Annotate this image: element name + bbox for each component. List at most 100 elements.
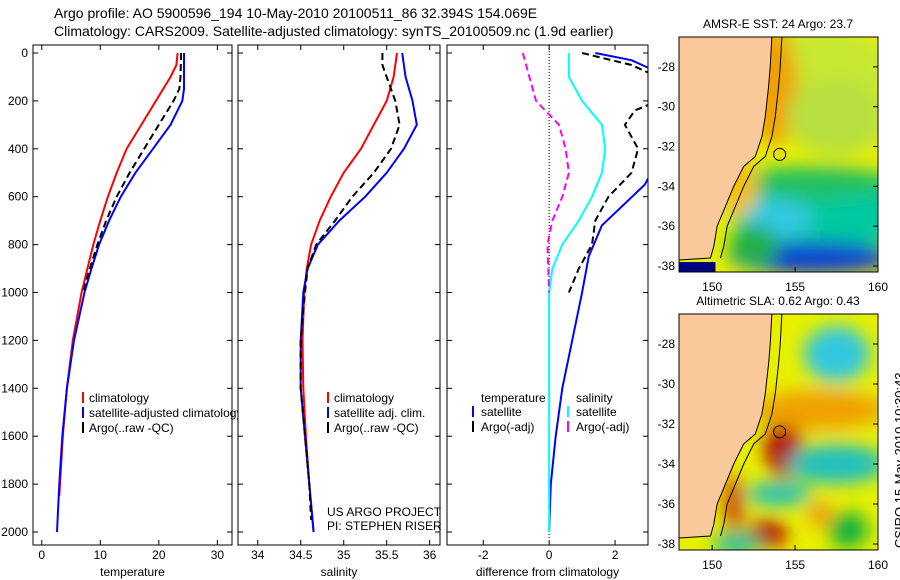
x-tick-label: 150 bbox=[702, 280, 722, 294]
x-tick-label: 0 bbox=[38, 548, 45, 562]
y-tick-label: 1000 bbox=[1, 286, 28, 300]
legend-label: climatology bbox=[334, 391, 394, 405]
y-tick-label: -34 bbox=[658, 179, 676, 193]
legend-label: satellite adj. clim. bbox=[334, 406, 425, 420]
y-tick-label: -30 bbox=[658, 377, 676, 391]
argo-position-marker bbox=[773, 425, 787, 439]
y-tick-label: -30 bbox=[658, 100, 676, 114]
y-tick-label: -36 bbox=[658, 497, 676, 511]
profile-panel-2: 34 34.5 35 35.5 36 salinity climatologysatelli… bbox=[237, 44, 442, 579]
bathymetry-contour bbox=[720, 314, 783, 537]
map-frame bbox=[678, 313, 879, 551]
y-tick-label: 1200 bbox=[1, 333, 28, 347]
series-line-climatology bbox=[301, 52, 398, 533]
field-blob bbox=[712, 532, 762, 550]
x-axis-label: temperature bbox=[100, 565, 165, 579]
y-tick-label: -38 bbox=[658, 537, 676, 551]
x-tick-label: 30 bbox=[211, 548, 225, 562]
series-line-argo-raw-qc- bbox=[81, 52, 183, 293]
x-tick-label: 34.5 bbox=[289, 548, 313, 562]
y-tick-label: 1800 bbox=[1, 477, 28, 491]
x-tick-label: 150 bbox=[702, 558, 722, 572]
bathymetry-contour bbox=[720, 37, 783, 259]
map-panel-1: AMSR-E SST: 24 Argo: 23.7 150 155 160 -28 -30… bbox=[658, 17, 889, 294]
legend-label: Argo(..raw -QC) bbox=[334, 421, 419, 435]
legend-label: Argo(-adj) bbox=[576, 420, 629, 434]
legend-label: satellite-adjusted climatology bbox=[89, 406, 242, 420]
y-tick-label: -34 bbox=[658, 457, 676, 471]
x-tick-label: -2 bbox=[478, 548, 489, 562]
x-tick-label: 20 bbox=[152, 548, 166, 562]
plot-frame bbox=[446, 44, 649, 546]
field-blob bbox=[808, 502, 832, 526]
legend-label: satellite bbox=[576, 405, 617, 419]
series-line-argo-raw-qc- bbox=[299, 53, 401, 521]
x-tick-label: 0 bbox=[546, 548, 553, 562]
x-axis-label: salinity bbox=[321, 565, 358, 579]
field-blobs bbox=[712, 326, 878, 550]
y-tick-label: 2000 bbox=[1, 525, 28, 539]
profile-panel-3: -2 0 2 difference from climatology temperatu… bbox=[446, 44, 649, 579]
legend-header: temperature bbox=[481, 391, 546, 405]
land-mass bbox=[679, 314, 773, 539]
x-tick-label: 10 bbox=[94, 548, 108, 562]
legend-header: salinity bbox=[576, 391, 613, 405]
profile-panel-1: 0 10 20 30 temperature 0 200 400 600 800 1000 1200 1… bbox=[1, 44, 242, 579]
x-tick-label: 34 bbox=[251, 548, 265, 562]
plot-frame bbox=[237, 44, 441, 546]
y-tick-label: 1600 bbox=[1, 429, 28, 443]
map-field bbox=[679, 314, 878, 550]
x-tick-label: 160 bbox=[868, 280, 888, 294]
y-tick-label: 400 bbox=[8, 142, 28, 156]
map-frame bbox=[678, 36, 879, 273]
y-tick-label: -32 bbox=[658, 417, 676, 431]
plot-frame bbox=[32, 44, 233, 546]
y-tick-label: -32 bbox=[658, 140, 676, 154]
field-blob bbox=[753, 390, 878, 430]
y-tick-label: 600 bbox=[8, 190, 28, 204]
legend-label: Argo(-adj) bbox=[481, 420, 534, 434]
x-tick-label: 155 bbox=[785, 280, 805, 294]
legend-label: satellite bbox=[481, 405, 522, 419]
y-tick-label: -36 bbox=[658, 219, 676, 233]
series-group bbox=[299, 52, 418, 533]
legend-label: climatology bbox=[89, 391, 149, 405]
map-panel-2: Altimetric SLA: 0.62 Argo: 0.43 150 155 160… bbox=[658, 294, 889, 572]
series-line-salinity-argo-adj- bbox=[521, 52, 570, 293]
field-blob bbox=[728, 166, 878, 199]
field-blob bbox=[828, 512, 869, 548]
side-label: CSIRO 15-May-2010 10:30:43 bbox=[892, 372, 900, 548]
y-tick-label: -38 bbox=[658, 259, 676, 273]
project-annotation: US ARGO PROJECT bbox=[327, 505, 442, 519]
series-group bbox=[56, 52, 185, 533]
y-tick-label: -28 bbox=[658, 60, 676, 74]
land-mass bbox=[679, 37, 773, 261]
field-blob bbox=[745, 482, 812, 506]
project-annotation: PI: STEPHEN RISER bbox=[327, 519, 442, 533]
field-blob bbox=[786, 444, 878, 484]
field-blob bbox=[786, 76, 878, 157]
series-group bbox=[521, 52, 648, 533]
y-tick-label: 0 bbox=[21, 46, 28, 60]
x-tick-label: 2 bbox=[612, 548, 619, 562]
argo-position-marker bbox=[773, 147, 787, 161]
x-tick-label: 35.5 bbox=[375, 548, 399, 562]
x-tick-label: 35 bbox=[337, 548, 351, 562]
legend-label: Argo(..raw -QC) bbox=[89, 421, 174, 435]
x-tick-label: 160 bbox=[868, 558, 888, 572]
deep-blue-region bbox=[679, 262, 716, 272]
x-tick-label: 36 bbox=[423, 548, 437, 562]
map-field bbox=[679, 37, 878, 272]
title-line-2: Climatology: CARS2009. Satellite-adjuste… bbox=[54, 23, 614, 39]
field-blob bbox=[728, 226, 779, 267]
title-line-1: Argo profile: AO 5900596_194 10-May-2010… bbox=[54, 5, 538, 21]
field-blob bbox=[725, 474, 743, 534]
y-tick-label: 1400 bbox=[1, 381, 28, 395]
series-line-satellite-adjusted-climatology bbox=[56, 53, 185, 533]
series-line-temperature-satellite bbox=[548, 52, 648, 533]
y-tick-label: 200 bbox=[8, 94, 28, 108]
map-title: Altimetric SLA: 0.62 Argo: 0.43 bbox=[696, 294, 860, 308]
y-tick-label: -28 bbox=[658, 337, 676, 351]
